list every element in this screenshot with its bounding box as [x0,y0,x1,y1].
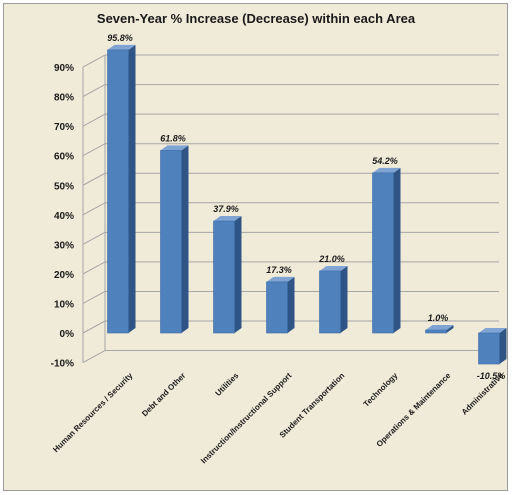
x-category-label: Human Resources / Security [51,371,134,454]
data-label: 17.3% [266,265,292,275]
chart-frame: Seven-Year % Increase (Decrease) within … [3,3,508,491]
x-category-label: Utilities [214,371,241,398]
y-tick-label: 60% [54,152,74,163]
x-category-label: Debt and Other [140,371,187,418]
bar-chart: Seven-Year % Increase (Decrease) within … [51,11,507,466]
bar-top [160,145,189,151]
bars [107,44,507,365]
bar-top [213,216,242,222]
chart-title: Seven-Year % Increase (Decrease) within … [97,11,416,26]
data-label: 54.2% [372,156,398,166]
y-tick-label: -10% [51,359,74,370]
bar-top [478,328,507,333]
bar-front [319,270,341,334]
y-tick-label: 30% [54,240,74,251]
bar-front [478,332,500,365]
data-label: 21.0% [318,254,345,264]
gridline-depth [82,320,106,334]
data-label: 61.8% [160,133,186,143]
y-tick-label: 0% [60,329,75,340]
gridline-depth [82,54,106,68]
gridline-depth [82,291,106,304]
bar-front [160,150,182,334]
y-tick-label: 70% [54,122,74,133]
data-label: -10.5% [477,371,506,381]
bar [213,216,242,334]
y-tick-label: 40% [54,211,74,222]
bar [425,325,454,334]
y-tick-label: 80% [54,93,74,104]
bar-top [107,44,136,50]
bar-front [107,49,129,334]
bar-side [340,265,348,333]
data-label: 1.0% [428,313,449,323]
bar-top [372,167,401,173]
y-axis-ticks: -10% 0% 10% 20% 30% 40% 50% 60% 70% 80% 90% [51,63,75,370]
data-label: 95.8% [107,33,133,43]
bar-top [425,325,454,331]
bar-side [287,276,295,333]
bar-front [266,281,288,334]
bar-front [372,172,394,334]
y-tick-label: 10% [54,299,74,310]
bar [319,265,348,334]
gridline-depth [82,143,106,157]
bar-top [319,265,348,271]
y-tick-label: 90% [54,63,74,74]
gridline-depth [82,202,106,216]
data-labels: 95.8% 61.8% 37.9% 17.3% 21.0% 54.2% 1.0% -10.5% [107,33,505,381]
bar-side [393,167,401,333]
bar-side [128,44,136,333]
bar [372,167,401,334]
bar-front [213,220,235,334]
bar [266,276,295,334]
y-tick-label: 50% [54,181,74,192]
bar-front [425,329,447,334]
bar-side [234,216,242,333]
y-tick-label: 20% [54,270,74,281]
bar [107,44,136,334]
data-label: 37.9% [213,204,239,214]
gridline-depth [82,84,106,98]
bar-top [266,276,295,282]
gridline-depth [82,231,106,245]
bar-side [446,325,454,333]
x-category-label: Instruction/Instructional Support [199,371,294,466]
gridline-depth [82,350,106,363]
gridline-depth [82,261,106,275]
gridline-depth [82,113,106,127]
x-axis-categories: Human Resources / Security Debt and Other… [51,371,505,466]
bar-side [181,145,189,333]
x-category-label: Technology [362,371,400,409]
bar-side [499,328,507,365]
bar [160,145,189,334]
gridline-depth [82,172,106,186]
bar [478,328,507,365]
